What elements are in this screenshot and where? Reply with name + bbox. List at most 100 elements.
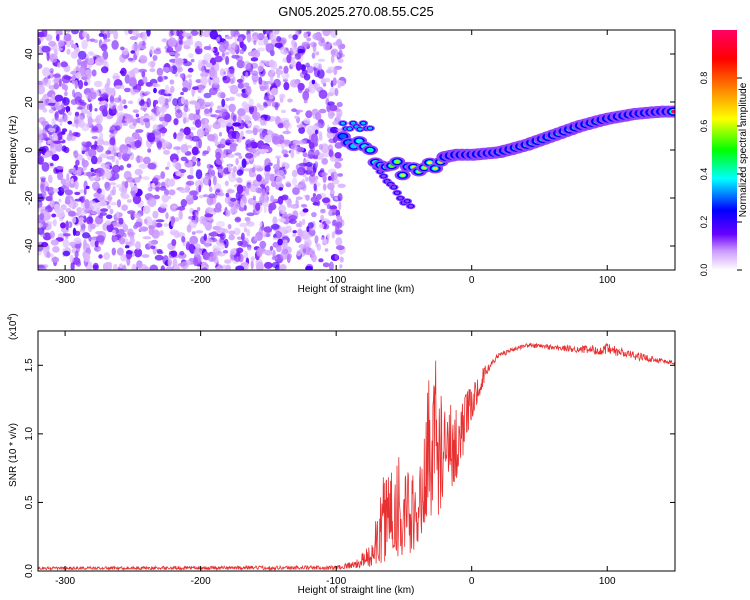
noise-blob [335,113,341,122]
noise-blob [47,102,57,106]
noise-blob [307,149,315,159]
noise-blob [215,189,221,193]
noise-blob [172,205,178,209]
noise-blob [264,261,273,269]
noise-blob [287,98,293,103]
noise-blob [111,247,117,256]
noise-blob [245,152,254,159]
noise-blob [336,101,343,108]
noise-blob [250,139,256,148]
noise-blob [306,31,312,35]
noise-blob [156,250,164,255]
y-tick-label: -20 [24,190,35,205]
noise-blob [337,173,344,177]
noise-blob [243,196,247,205]
noise-blob [115,125,121,131]
noise-blob [154,99,159,105]
noise-blob [277,123,285,129]
noise-blob [227,223,232,230]
noise-blob [335,237,343,247]
noise-blob [202,176,211,186]
noise-blob [186,180,195,186]
noise-blob [94,141,98,146]
noise-blob [161,38,168,43]
noise-blob [238,155,243,159]
noise-blob [40,177,46,183]
ridge-blob [382,175,385,177]
noise-blob [279,204,286,215]
noise-blob [219,68,225,77]
noise-blob [292,233,297,237]
noise-blob [216,201,221,209]
noise-blob [90,87,94,92]
noise-blob [84,199,90,209]
noise-blob [82,31,88,38]
noise-blob [339,264,343,269]
y-tick-label: 1.0 [24,426,35,440]
noise-blob [46,53,50,62]
noise-blob [225,138,235,144]
noise-blob [99,132,103,141]
noise-blob [311,79,316,85]
noise-blob [232,114,237,122]
noise-blob [49,163,54,167]
noise-blob [263,95,270,101]
noise-blob [48,174,53,184]
noise-blob [196,128,205,139]
noise-blob [70,177,74,184]
noise-blob [38,157,43,165]
y-tick-label: 0 [24,147,35,153]
noise-blob [203,233,207,241]
noise-blob [51,256,60,263]
ridge-blob [399,197,402,199]
noise-blob [328,138,337,144]
noise-blob [325,69,333,74]
noise-blob [51,93,55,100]
noise-blob [243,60,251,70]
noise-blob [90,238,97,248]
noise-blob [257,33,266,39]
noise-blob [130,50,136,54]
noise-blob [327,175,332,181]
noise-blob [78,50,87,60]
noise-blob [291,108,297,113]
noise-blob [116,118,122,126]
ridge-blob [395,160,400,164]
noise-blob [216,36,221,43]
noise-blob [168,189,176,196]
colorbar-tick-label: 0.2 [699,216,709,229]
noise-blob [75,159,80,166]
noise-blob [100,43,108,52]
y-tick-label: 0.5 [24,495,35,509]
noise-blob [291,169,298,178]
noise-blob [151,219,157,228]
noise-blob [236,177,243,184]
noise-blob [180,96,185,105]
noise-blob [52,140,62,144]
x-tick-label: -100 [326,576,346,587]
noise-blob [139,100,145,106]
noise-blob [118,237,126,245]
noise-blob [278,65,283,70]
noise-blob [268,94,274,100]
noise-blob [74,180,79,190]
ridge-blob [378,170,382,173]
noise-blob [173,265,179,270]
colorbar-tick-label: 0.6 [699,120,709,133]
noise-blob [155,186,160,192]
noise-blob [266,87,271,96]
noise-blob [234,217,242,223]
noise-blob [142,236,152,240]
noise-blob [45,186,50,192]
noise-blob [259,195,265,204]
colorbar-ticks: 0.0 0.2 0.4 0.6 0.8 [699,72,742,276]
noise-blob [195,169,203,180]
noise-blob [188,53,194,58]
noise-blob [119,263,123,269]
noise-blob [200,76,208,86]
noise-blob [199,215,206,225]
noise-blob [52,219,57,227]
noise-blob [209,107,213,113]
noise-blob [163,223,169,227]
noise-blob [236,78,243,83]
